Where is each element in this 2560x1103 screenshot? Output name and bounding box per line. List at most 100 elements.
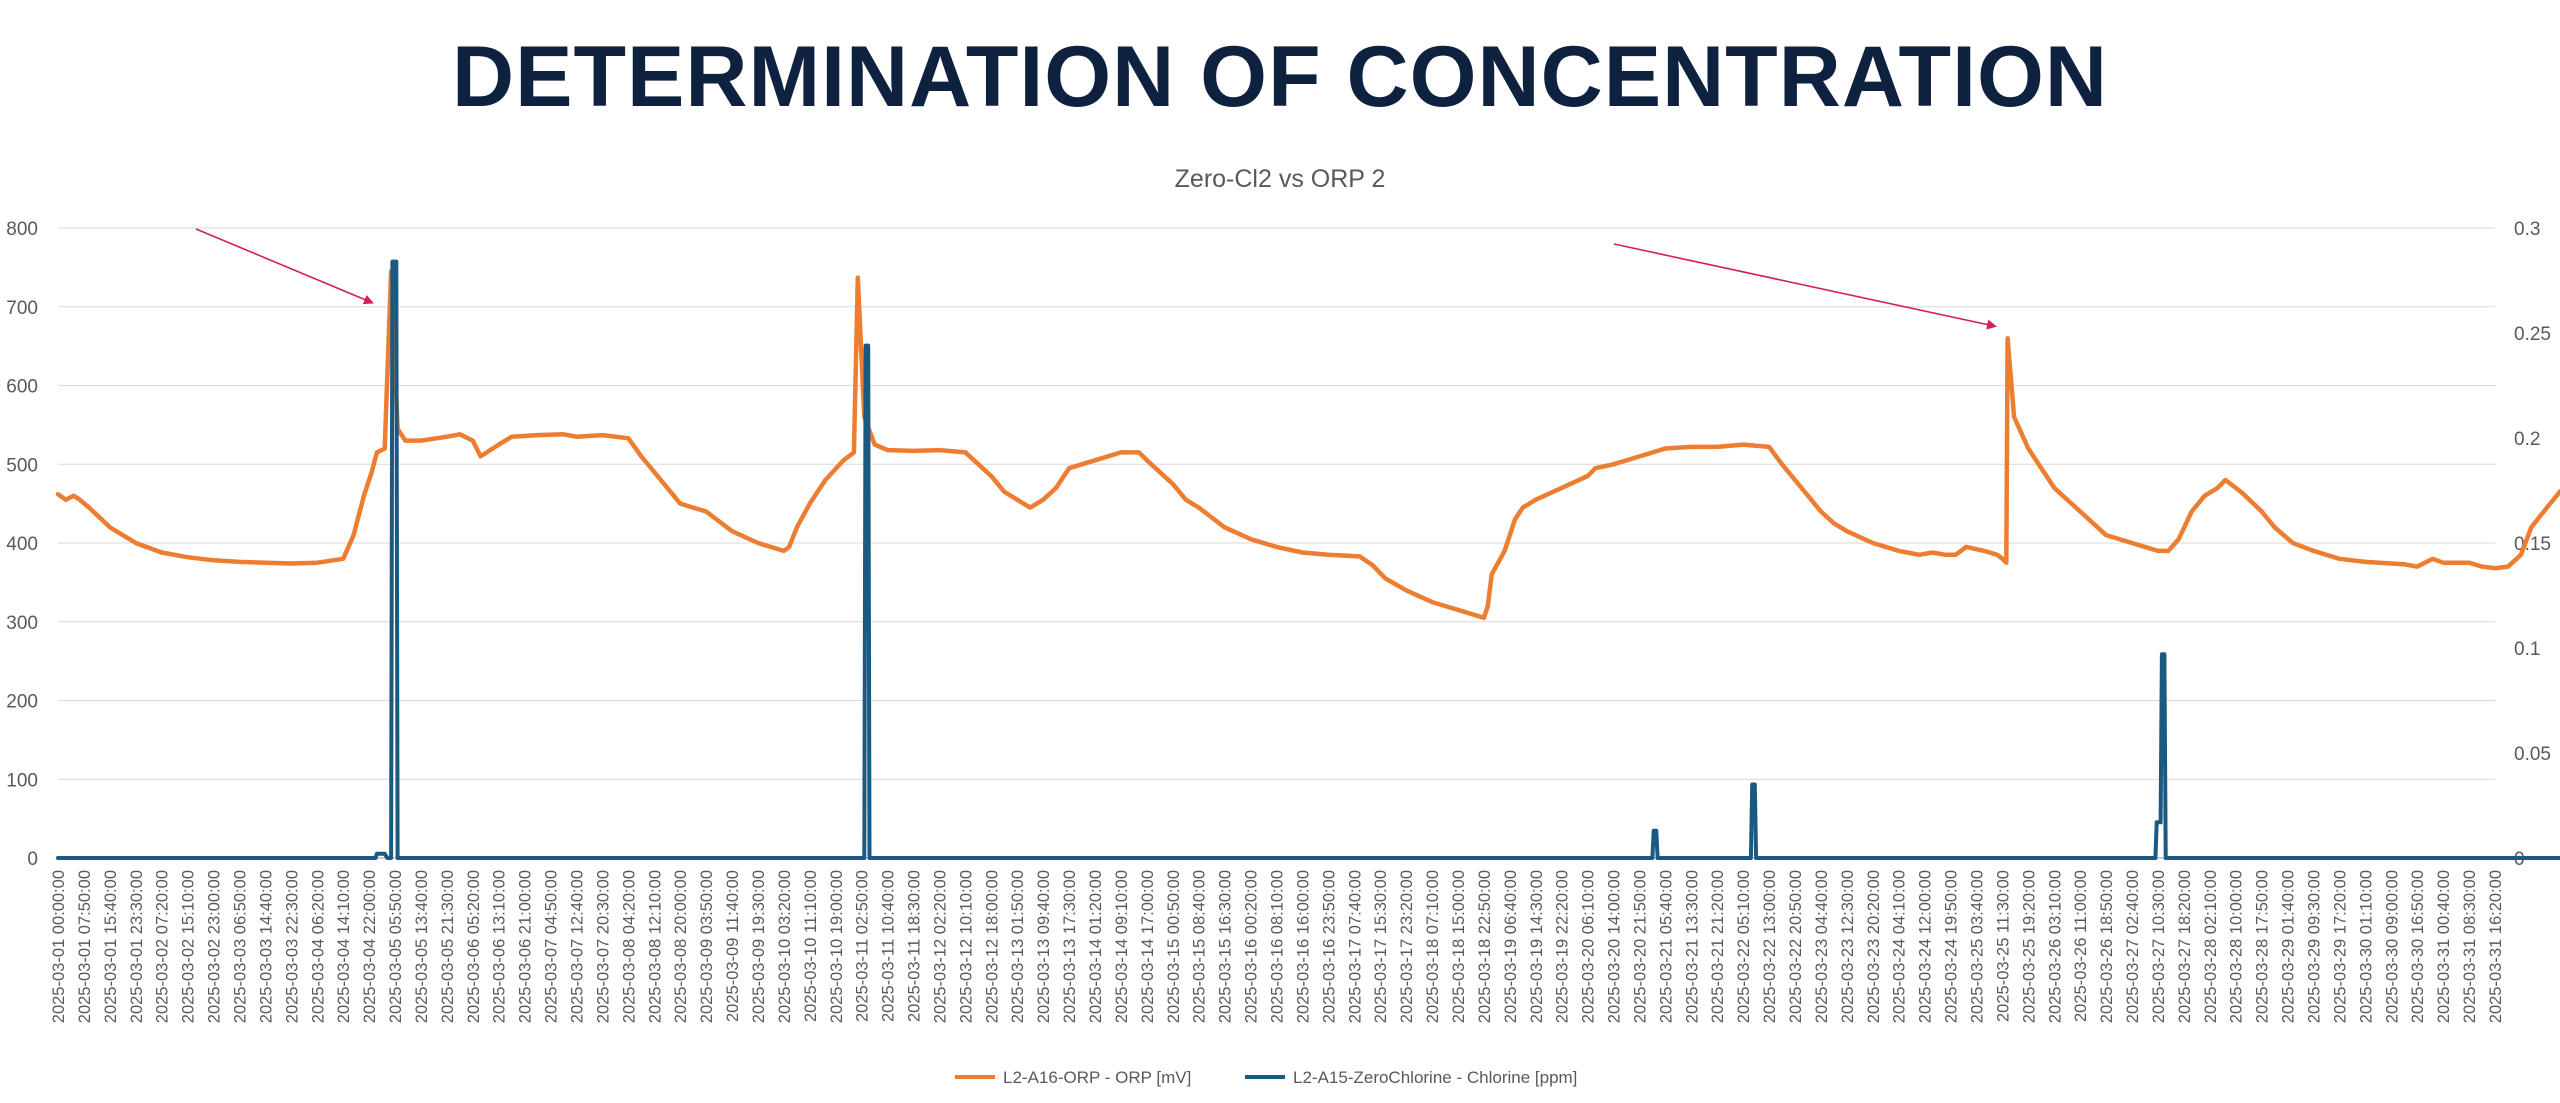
x-axis-tick-label: 2025-03-08 12:10:00 [646, 870, 664, 1023]
x-axis-tick-label: 2025-03-12 18:00:00 [983, 870, 1001, 1023]
right-axis-ticks: 00.050.10.150.20.250.3 [2514, 219, 2551, 870]
x-axis-tick-label: 2025-03-22 05:10:00 [1735, 870, 1753, 1023]
left-axis-tick-label: 500 [6, 455, 38, 476]
x-axis-tick-label: 2025-03-16 16:00:00 [1294, 870, 1312, 1023]
x-axis-tick-label: 2025-03-25 11:30:00 [1994, 870, 2012, 1022]
x-axis-tick-label: 2025-03-19 14:30:00 [1528, 870, 1546, 1023]
x-axis-tick-label: 2025-03-09 11:40:00 [724, 870, 742, 1022]
x-axis-tick-label: 2025-03-17 23:20:00 [1398, 870, 1416, 1023]
chart-title: Zero-Cl2 vs ORP 2 [1175, 165, 1386, 193]
x-axis-tick-label: 2025-03-07 20:30:00 [594, 870, 612, 1023]
page-title: DETERMINATION OF CONCENTRATION [452, 29, 2108, 125]
x-axis-tick-label: 2025-03-12 02:20:00 [931, 870, 949, 1023]
right-axis-tick-label: 0.15 [2514, 534, 2551, 555]
x-axis-tick-label: 2025-03-26 11:00:00 [2072, 870, 2090, 1022]
x-axis-tick-label: 2025-03-17 07:40:00 [1346, 870, 1364, 1023]
x-axis-tick-label: 2025-03-02 15:10:00 [180, 870, 198, 1023]
annotation-arrow [1613, 243, 1997, 330]
x-axis-tick-label: 2025-03-09 19:30:00 [750, 870, 768, 1023]
x-axis-tick-label: 2025-03-16 23:50:00 [1320, 870, 1338, 1023]
x-axis-tick-label: 2025-03-05 05:50:00 [387, 870, 405, 1023]
x-axis-tick-label: 2025-03-18 22:50:00 [1476, 870, 1494, 1023]
x-axis-tick-label: 2025-03-03 06:50:00 [231, 870, 249, 1023]
x-axis-tick-label: 2025-03-01 00:00:00 [50, 870, 68, 1023]
x-axis-tick-label: 2025-03-13 09:40:00 [1035, 870, 1053, 1023]
x-axis-tick-label: 2025-03-25 19:20:00 [2020, 870, 2038, 1023]
legend-label-1: L2-A16-ORP - ORP [mV] [1003, 1068, 1191, 1087]
x-axis-tick-label: 2025-03-31 00:40:00 [2435, 870, 2453, 1023]
x-axis-tick-label: 2025-03-01 23:30:00 [128, 870, 146, 1023]
x-axis-tick-label: 2025-03-10 11:10:00 [802, 870, 820, 1022]
x-axis-tick-label: 2025-03-28 02:10:00 [2202, 870, 2220, 1023]
x-axis-tick-label: 2025-03-01 15:40:00 [102, 870, 120, 1023]
x-axis-tick-label: 2025-03-20 14:00:00 [1606, 870, 1624, 1023]
x-axis-tick-label: 2025-03-09 03:50:00 [698, 870, 716, 1023]
x-axis-tick-label: 2025-03-30 01:10:00 [2357, 870, 2375, 1023]
x-axis-tick-label: 2025-03-04 14:10:00 [335, 870, 353, 1023]
x-axis-tick-label: 2025-03-14 01:20:00 [1087, 870, 1105, 1023]
x-axis-tick-label: 2025-03-04 06:20:00 [309, 870, 327, 1023]
x-axis-tick-label: 2025-03-23 12:30:00 [1839, 870, 1857, 1023]
x-axis-tick-label: 2025-03-21 05:40:00 [1657, 870, 1675, 1023]
x-axis-tick-label: 2025-03-27 18:20:00 [2176, 870, 2194, 1023]
x-axis-tick-label: 2025-03-06 21:00:00 [517, 870, 535, 1023]
x-axis-tick-label: 2025-03-31 08:30:00 [2461, 870, 2479, 1023]
x-axis-tick-label: 2025-03-18 07:10:00 [1424, 870, 1442, 1023]
x-axis-tick-label: 2025-03-26 03:10:00 [2046, 870, 2064, 1023]
x-axis-tick-label: 2025-03-24 12:00:00 [1917, 870, 1935, 1023]
series-line-1 [55, 269, 2560, 621]
x-axis-tick-label: 2025-03-16 08:10:00 [1269, 870, 1287, 1023]
x-axis-tick-label: 2025-03-27 02:40:00 [2124, 870, 2142, 1023]
left-axis-ticks: 0 100 200 300 400 500 600 700 800 [6, 219, 38, 870]
x-axis-tick-label: 2025-03-28 10:00:00 [2228, 870, 2246, 1023]
x-axis-tick-label: 2025-03-13 01:50:00 [1009, 870, 1027, 1023]
right-axis-tick-label: 0.05 [2514, 744, 2551, 765]
x-axis-tick-label: 2025-03-11 10:40:00 [880, 870, 898, 1022]
x-axis-tick-label: 2025-03-07 04:50:00 [543, 870, 561, 1023]
series-line-2 [56, 259, 2560, 860]
x-axis-tick-label: 2025-03-08 20:00:00 [672, 870, 690, 1023]
x-axis-tick-label: 2025-03-14 09:10:00 [1113, 870, 1131, 1023]
left-axis-tick-label: 600 [6, 377, 38, 398]
x-axis-tick-label: 2025-03-07 12:40:00 [569, 870, 587, 1023]
x-axis-tick-label: 2025-03-06 05:20:00 [465, 870, 483, 1023]
right-axis-tick-label: 0.2 [2514, 429, 2540, 450]
x-axis-tick-label: 2025-03-21 13:30:00 [1683, 870, 1701, 1023]
x-axis-tick-label: 2025-03-01 07:50:00 [76, 870, 94, 1023]
right-axis-tick-label: 0.3 [2514, 219, 2540, 240]
x-axis-tick-label: 2025-03-29 01:40:00 [2280, 870, 2298, 1023]
x-axis-tick-label: 2025-03-18 15:00:00 [1450, 870, 1468, 1023]
x-axis-tick-label: 2025-03-24 04:10:00 [1891, 870, 1909, 1023]
x-axis-tick-label: 2025-03-20 21:50:00 [1631, 870, 1649, 1023]
x-axis-ticks: 2025-03-01 00:00:00 2025-03-01 07:50:00 20… [50, 870, 2505, 1023]
x-axis-tick-label: 2025-03-22 13:00:00 [1761, 870, 1779, 1023]
x-axis-tick-label: 2025-03-03 22:30:00 [283, 870, 301, 1023]
x-axis-tick-label: 2025-03-29 09:30:00 [2306, 870, 2324, 1023]
x-axis-tick-label: 2025-03-19 06:40:00 [1502, 870, 1520, 1023]
x-axis-tick-label: 2025-03-21 21:20:00 [1709, 870, 1727, 1023]
x-axis-tick-label: 2025-03-30 09:00:00 [2383, 870, 2401, 1023]
x-axis-tick-label: 2025-03-26 18:50:00 [2098, 870, 2116, 1023]
x-axis-tick-label: 2025-03-27 10:30:00 [2150, 870, 2168, 1023]
left-axis-tick-label: 100 [6, 770, 38, 791]
annotation-arrow [195, 228, 374, 305]
x-axis-tick-label: 2025-03-05 21:30:00 [439, 870, 457, 1023]
x-axis-tick-label: 2025-03-02 07:20:00 [154, 870, 172, 1023]
x-axis-tick-label: 2025-03-30 16:50:00 [2409, 870, 2427, 1023]
x-axis-tick-label: 2025-03-25 03:40:00 [1968, 870, 1986, 1023]
x-axis-tick-label: 2025-03-23 04:40:00 [1813, 870, 1831, 1023]
x-axis-tick-label: 2025-03-08 04:20:00 [620, 870, 638, 1023]
x-axis-tick-label: 2025-03-12 10:10:00 [957, 870, 975, 1023]
x-axis-tick-label: 2025-03-03 14:40:00 [257, 870, 275, 1023]
left-axis-tick-label: 400 [6, 534, 38, 555]
x-axis-tick-label: 2025-03-20 06:10:00 [1580, 870, 1598, 1023]
left-axis-tick-label: 300 [6, 613, 38, 634]
x-axis-tick-label: 2025-03-15 00:50:00 [1165, 870, 1183, 1023]
x-axis-tick-label: 2025-03-14 17:00:00 [1139, 870, 1157, 1023]
x-axis-tick-label: 2025-03-13 17:30:00 [1061, 870, 1079, 1023]
x-axis-tick-label: 2025-03-24 19:50:00 [1943, 870, 1961, 1023]
left-axis-tick-label: 200 [6, 692, 38, 713]
right-axis-tick-label: 0.1 [2514, 639, 2540, 660]
x-axis-tick-label: 2025-03-28 17:50:00 [2254, 870, 2272, 1023]
